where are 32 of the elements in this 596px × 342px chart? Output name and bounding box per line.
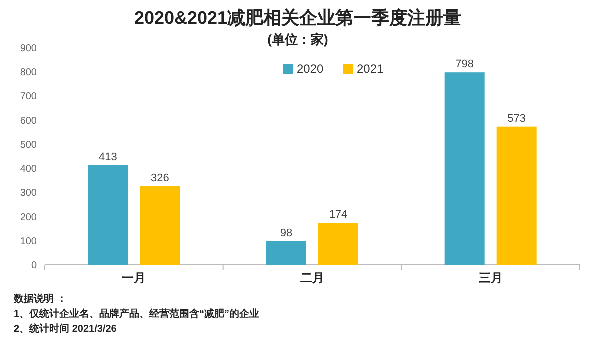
data-label: 413 <box>98 151 118 164</box>
bar <box>318 223 358 265</box>
y-tick-label: 0 <box>31 260 38 272</box>
y-tick-label: 300 <box>20 188 38 200</box>
y-tick-label: 400 <box>20 164 38 176</box>
y-tick-label: 900 <box>20 44 38 54</box>
text: 数据说明 ： <box>13 293 67 305</box>
y-tick-label: 600 <box>20 116 38 127</box>
x-tick-label: 一月 <box>122 271 146 285</box>
chart-subtitle: (单位：家) <box>268 32 328 47</box>
y-tick-label: 700 <box>20 92 38 103</box>
x-tick-label: 二月 <box>300 271 324 285</box>
bar <box>266 241 306 265</box>
data-label: 98 <box>280 227 293 240</box>
text: 2、统计时间 2021/3/26 <box>14 323 118 335</box>
bar <box>140 186 180 265</box>
data-label: 798 <box>456 58 474 71</box>
legend-label: 2021 <box>357 62 384 76</box>
y-tick-label: 200 <box>20 212 38 224</box>
text: 1、仅统计企业名、品牌产品、经营范围含“减肥”的企业 <box>14 308 260 320</box>
chart-title: 2020&2021减肥相关企业第一季度注册量 <box>134 8 462 28</box>
data-label: 573 <box>508 112 526 125</box>
y-tick-label: 800 <box>20 68 38 79</box>
y-tick-label: 100 <box>20 236 38 248</box>
x-tick-label: 三月 <box>478 271 503 285</box>
bar <box>496 126 537 265</box>
bar <box>444 72 485 265</box>
legend-label: 2020 <box>297 62 324 76</box>
bar <box>88 165 128 265</box>
y-tick-label: 500 <box>20 140 38 151</box>
data-label: 326 <box>150 172 170 184</box>
data-label: 174 <box>329 209 348 222</box>
